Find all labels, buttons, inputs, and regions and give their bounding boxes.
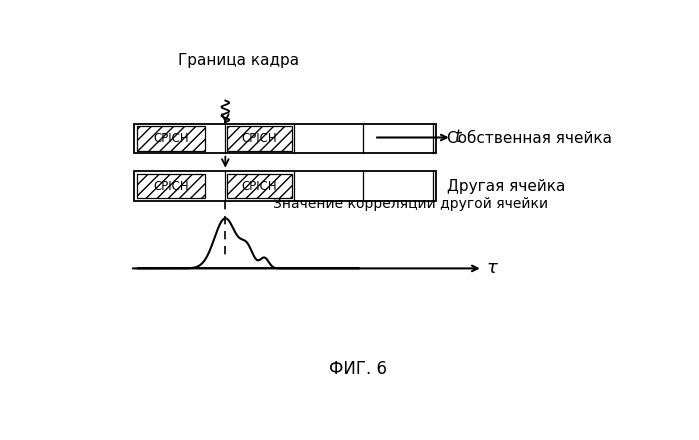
Text: t: t <box>455 128 461 147</box>
Text: CPICH: CPICH <box>242 180 278 193</box>
Text: Граница кадра: Граница кадра <box>178 53 299 68</box>
Bar <box>227 174 292 198</box>
Text: Значение корреляции другой ячейки: Значение корреляции другой ячейки <box>273 197 549 211</box>
Text: Собственная ячейка: Собственная ячейка <box>447 131 612 146</box>
Bar <box>134 124 436 153</box>
Text: τ: τ <box>487 260 498 277</box>
Bar <box>137 174 206 198</box>
Text: CPICH: CPICH <box>153 180 189 193</box>
Text: CPICH: CPICH <box>242 132 278 145</box>
Bar <box>227 126 292 150</box>
Text: ФИГ. 6: ФИГ. 6 <box>329 360 387 378</box>
Bar <box>134 171 436 201</box>
Bar <box>137 126 206 150</box>
Text: CPICH: CPICH <box>153 132 189 145</box>
Text: Другая ячейка: Другая ячейка <box>447 179 565 194</box>
